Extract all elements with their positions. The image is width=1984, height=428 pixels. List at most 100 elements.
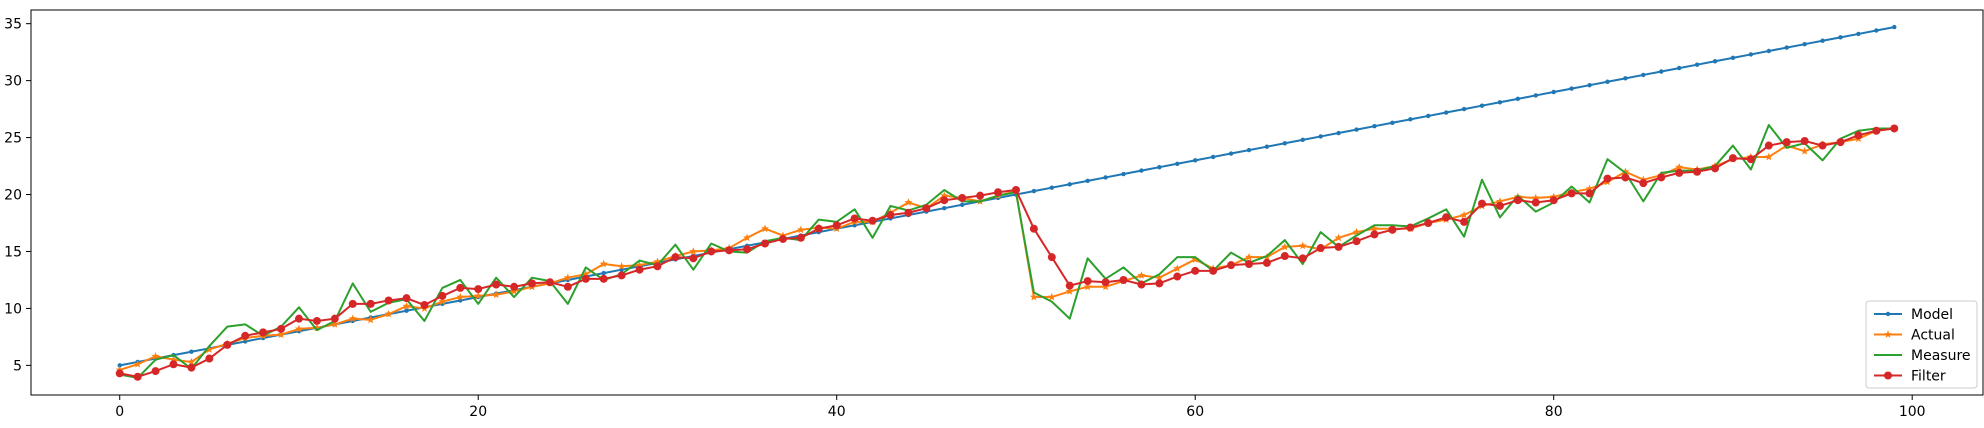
data-point-model	[1892, 24, 1897, 30]
data-point-actual	[1764, 152, 1773, 161]
data-point-actual	[1047, 292, 1056, 301]
y-tick-label: 15	[4, 244, 22, 260]
data-point-filter	[169, 360, 178, 369]
data-point-actual	[1352, 227, 1361, 236]
data-point-filter	[1119, 275, 1128, 284]
data-point-filter	[312, 316, 321, 325]
data-point-filter	[420, 301, 429, 310]
data-point-model	[1533, 93, 1538, 98]
data-point-model	[1049, 185, 1055, 190]
data-point-filter	[1334, 242, 1343, 251]
y-tick-label: 10	[4, 301, 22, 317]
legend-label-actual: Actual	[1911, 328, 1955, 344]
data-point-filter	[581, 274, 590, 283]
data-point-actual	[169, 355, 178, 364]
data-point-actual	[1155, 273, 1164, 282]
data-point-model	[601, 270, 606, 276]
data-point-filter	[366, 299, 375, 308]
data-point-model	[1641, 72, 1646, 78]
data-point-actual	[1334, 233, 1343, 242]
legend-item-actual: Actual	[1874, 328, 1955, 344]
data-point-actual	[474, 291, 483, 300]
data-point-model	[189, 349, 194, 354]
data-point-filter	[814, 224, 823, 233]
data-point-filter	[1244, 260, 1253, 269]
data-point-actual	[599, 259, 608, 268]
data-point-actual	[940, 191, 949, 200]
data-point-model	[1426, 113, 1431, 119]
data-point-model	[1139, 168, 1144, 173]
data-point-filter	[1746, 155, 1755, 164]
data-point-model	[1874, 28, 1879, 33]
data-point-actual	[1280, 242, 1289, 251]
x-tick-label: 100	[1899, 404, 1926, 420]
data-point-filter	[1209, 266, 1218, 275]
data-point-filter	[1262, 258, 1271, 267]
axes-frame	[30, 9, 1984, 396]
data-point-actual	[1531, 193, 1540, 202]
data-point-actual	[384, 309, 393, 318]
data-point-filter	[348, 299, 357, 308]
data-point-filter	[438, 291, 447, 300]
data-point-filter	[761, 239, 770, 248]
data-point-filter	[1316, 244, 1325, 253]
data-point-model	[1820, 38, 1825, 43]
data-point-filter	[1549, 196, 1558, 205]
data-point-filter	[1406, 223, 1415, 232]
data-point-actual	[510, 287, 519, 295]
data-point-filter	[1011, 185, 1020, 194]
data-point-model	[1497, 100, 1503, 105]
data-point-model	[1408, 117, 1413, 122]
data-point-filter	[1782, 138, 1791, 147]
data-point-model	[1623, 76, 1628, 81]
data-point-model	[942, 205, 947, 211]
data-point-filter	[1370, 230, 1379, 239]
data-point-filter	[958, 193, 967, 202]
data-point-filter	[743, 245, 752, 254]
y-tick-label: 30	[4, 74, 22, 90]
data-point-filter	[294, 314, 303, 323]
data-point-filter	[492, 280, 501, 289]
data-point-model	[1712, 59, 1718, 64]
data-point-filter	[115, 369, 124, 378]
data-point-model	[117, 363, 122, 368]
data-point-actual	[1083, 282, 1092, 291]
data-point-filter	[850, 214, 859, 223]
data-point-filter	[1603, 174, 1612, 183]
data-point-filter	[277, 324, 286, 333]
data-point-filter	[1764, 141, 1773, 150]
data-point-filter	[527, 279, 536, 288]
data-point-filter	[689, 254, 698, 263]
data-point-model	[1210, 154, 1216, 160]
data-point-actual	[635, 260, 644, 269]
legend-item-model: Model	[1874, 307, 1953, 323]
data-point-filter	[1065, 281, 1074, 290]
data-point-filter	[1191, 266, 1200, 275]
data-point-filter	[1621, 173, 1630, 182]
data-point-filter	[1495, 201, 1504, 210]
data-point-model	[1802, 41, 1807, 47]
data-point-filter	[1280, 252, 1289, 261]
data-point-filter	[1728, 154, 1737, 163]
data-point-actual	[1244, 252, 1253, 261]
data-point-filter	[1675, 168, 1684, 177]
y-tick-label: 20	[4, 188, 22, 204]
data-point-filter	[241, 331, 250, 340]
data-point-filter	[1227, 261, 1236, 270]
data-point-model	[959, 202, 965, 207]
data-point-actual	[689, 247, 698, 255]
data-point-filter	[510, 282, 519, 291]
data-point-actual	[1495, 197, 1504, 205]
data-point-filter	[259, 328, 268, 337]
data-point-actual	[796, 225, 805, 234]
data-point-actual	[617, 262, 626, 270]
data-point-filter	[1137, 280, 1146, 289]
data-point-model	[1784, 45, 1789, 50]
data-point-model	[1300, 137, 1305, 143]
data-point-model	[1175, 161, 1180, 166]
data-point-filter	[1693, 167, 1702, 176]
data-point-model	[1246, 147, 1252, 153]
data-point-model	[1193, 158, 1198, 163]
data-point-filter	[886, 211, 895, 220]
